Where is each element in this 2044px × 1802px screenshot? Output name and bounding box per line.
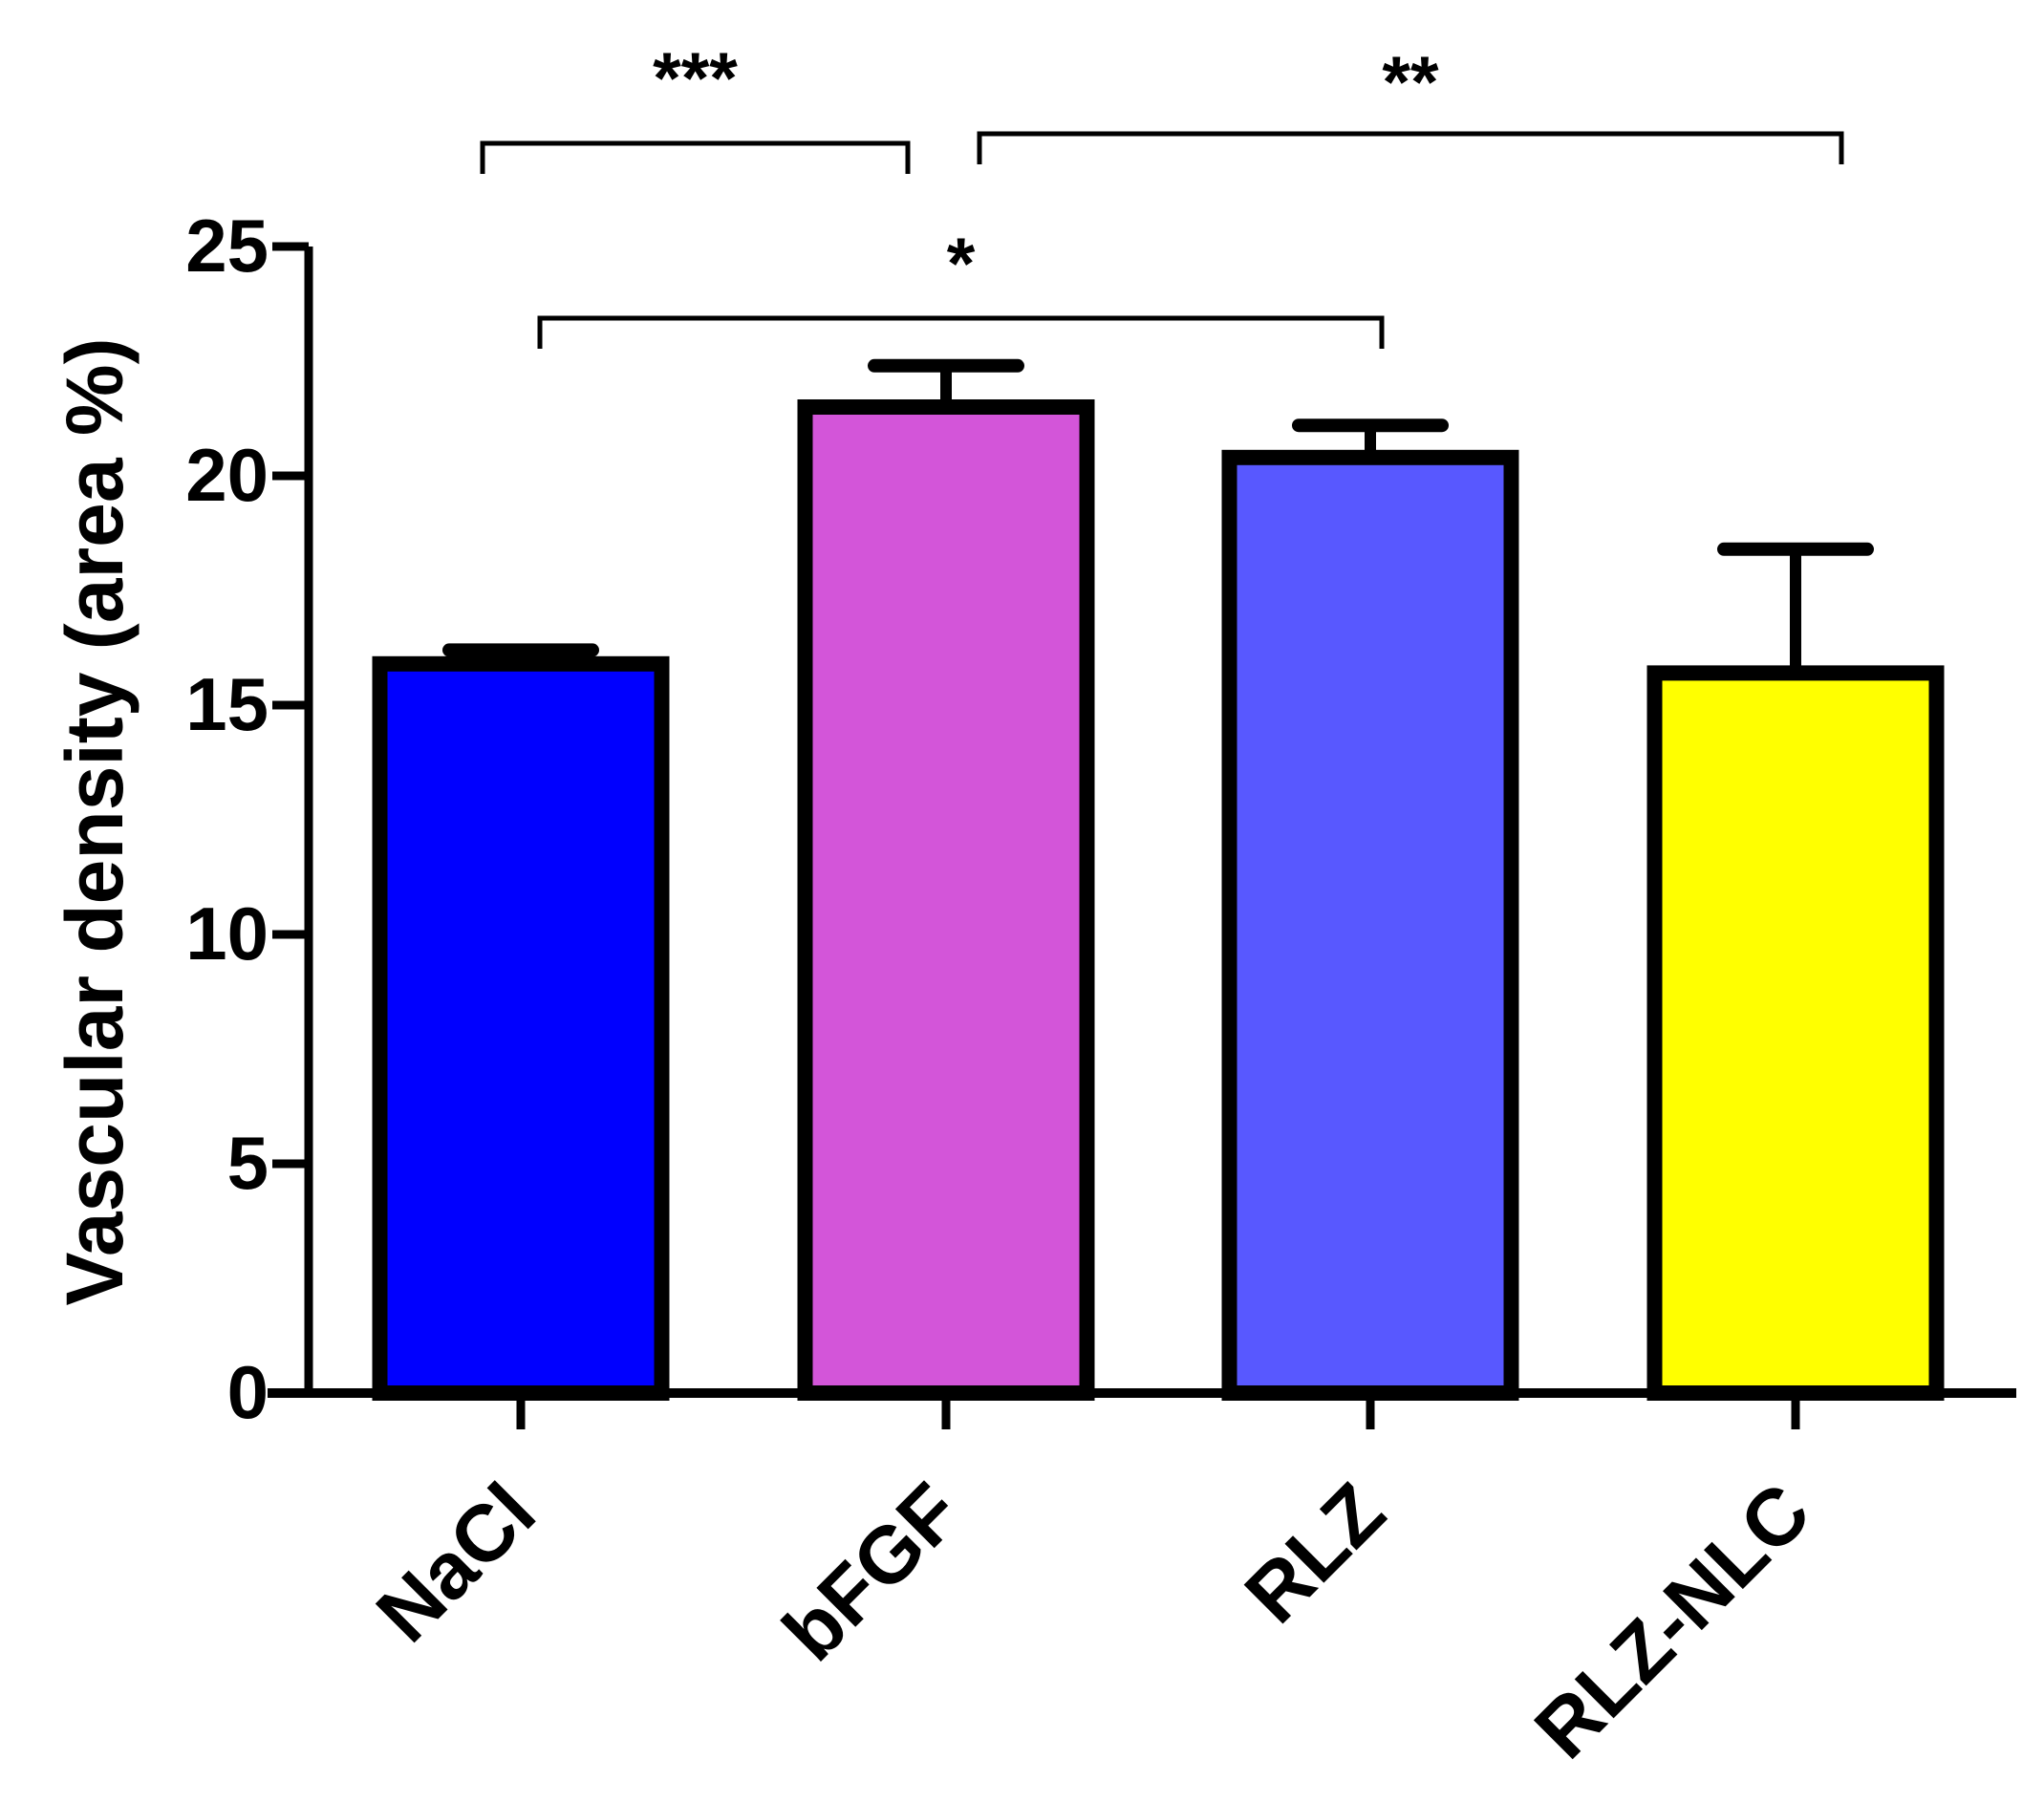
- significance-label: ***: [653, 38, 738, 119]
- x-tick-label: RLZ: [1228, 1466, 1402, 1640]
- significance-bracket: [977, 131, 1844, 164]
- significance-bracket: [480, 140, 911, 174]
- bar: [1646, 665, 1945, 1401]
- y-tick-label: 5: [227, 1121, 269, 1205]
- significance-label: **: [1382, 42, 1439, 123]
- y-tick-label: 20: [185, 433, 269, 517]
- y-tick-label: 15: [185, 662, 269, 746]
- x-tick-label: RLZ-NLC: [1517, 1466, 1827, 1775]
- x-tick-label: NaCl: [359, 1466, 552, 1659]
- significance-label: *: [947, 224, 976, 305]
- y-tick-label: 10: [185, 891, 269, 976]
- bar: [1221, 449, 1519, 1401]
- bar: [372, 655, 670, 1401]
- bar: [797, 399, 1095, 1401]
- y-tick-label: 25: [185, 204, 269, 288]
- significance-bracket: [537, 315, 1385, 349]
- x-tick-label: bFGF: [765, 1466, 978, 1678]
- y-tick-label: 0: [227, 1350, 269, 1434]
- y-axis-title: Vascular density (area %): [50, 337, 140, 1305]
